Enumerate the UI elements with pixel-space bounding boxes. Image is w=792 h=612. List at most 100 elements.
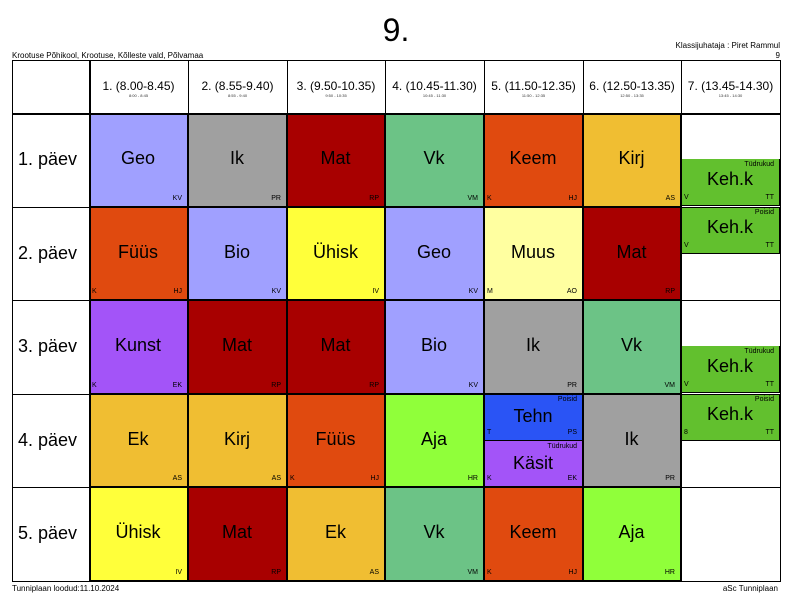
grid-line	[12, 300, 781, 301]
lesson-cell[interactable]: Ek AS	[287, 487, 385, 581]
lesson-subject: Keh.k	[706, 169, 754, 189]
lesson-group: Poisid	[754, 209, 774, 216]
lesson-subject: Kirj	[224, 429, 250, 449]
lesson-teacher: AS	[271, 475, 281, 482]
lesson-room: K	[487, 569, 492, 576]
lesson-cell[interactable]: Ühisk IV	[287, 207, 385, 300]
lesson-cell[interactable]: Füüs K HJ	[287, 394, 385, 487]
lesson-room: V	[684, 194, 689, 201]
lesson-cell[interactable]: Geo KV	[89, 113, 188, 207]
period-label: 5. (11.50-12.35)	[491, 79, 576, 93]
lesson-cell[interactable]: Kirj AS	[188, 394, 287, 487]
lesson-room: K	[290, 475, 295, 482]
grid-line	[12, 113, 781, 115]
class-title: 9.	[382, 12, 410, 48]
lesson-cell[interactable]: Mat RP	[583, 207, 681, 300]
lesson-teacher: TT	[765, 381, 774, 388]
lesson-cell[interactable]: Keh.k Poisid V TT	[681, 207, 780, 254]
day-label: 3. päev	[18, 336, 78, 356]
lesson-teacher: HJ	[568, 195, 577, 202]
lesson-teacher: IV	[175, 569, 182, 576]
lesson-subject: Mat	[221, 522, 252, 542]
period-time: 8:55 - 9:40	[227, 93, 248, 98]
lesson-teacher: KV	[468, 382, 478, 389]
lesson-subject: Vk	[423, 148, 445, 168]
lesson-cell[interactable]: Mat RP	[287, 113, 385, 207]
lesson-cell[interactable]: Geo KV	[385, 207, 484, 300]
lesson-cell[interactable]: Muus M AO	[484, 207, 583, 300]
lesson-subject: Füüs	[117, 242, 159, 262]
lesson-teacher: EK	[567, 475, 577, 482]
lesson-cell[interactable]: Mat RP	[287, 300, 385, 394]
lesson-teacher: TT	[765, 429, 774, 436]
lesson-teacher: AS	[172, 475, 182, 482]
lesson-teacher: RP	[271, 569, 281, 576]
lesson-subject: Aja	[618, 522, 645, 542]
lesson-cell[interactable]: Ik PR	[583, 394, 681, 487]
lesson-room: K	[487, 195, 492, 202]
lesson-cell[interactable]: Keh.k Tüdrukud V TT	[681, 159, 780, 206]
lesson-subject: Bio	[420, 335, 447, 355]
lesson-subject: Keem	[509, 148, 557, 168]
lesson-cell[interactable]: Kirj AS	[583, 113, 681, 207]
lesson-teacher: PR	[567, 382, 577, 389]
period-time: 10:45 - 11:30	[422, 93, 447, 98]
lesson-teacher: AS	[369, 569, 379, 576]
lesson-subject: Ek	[324, 522, 346, 542]
lesson-teacher: KV	[271, 288, 281, 295]
period-header: 1. (8.00-8.45) 8:00 - 8:45	[89, 79, 188, 99]
lesson-cell[interactable]: Ek AS	[89, 394, 188, 487]
period-label: 1. (8.00-8.45)	[102, 79, 175, 93]
lesson-cell[interactable]: Mat RP	[188, 487, 287, 581]
lesson-cell[interactable]: Füüs K HJ	[89, 207, 188, 300]
lesson-cell[interactable]: Mat RP	[188, 300, 287, 394]
lesson-cell[interactable]: Ühisk IV	[89, 487, 188, 581]
period-time: 9:50 - 10:35	[325, 93, 347, 98]
lesson-cell[interactable]: Keem K HJ	[484, 487, 583, 581]
lesson-teacher: PS	[567, 429, 577, 436]
lesson-subject: Keh.k	[706, 404, 754, 424]
lesson-cell[interactable]: Ik PR	[188, 113, 287, 207]
period-time: 12:50 - 13:35	[620, 93, 644, 98]
lesson-cell[interactable]: Vk VM	[583, 300, 681, 394]
grid-line	[188, 60, 189, 582]
lesson-teacher: AS	[665, 195, 675, 202]
lesson-subject: Ik	[229, 148, 244, 168]
lesson-cell[interactable]: Kunst K EK	[89, 300, 188, 394]
lesson-teacher: PR	[665, 475, 675, 482]
lesson-cell[interactable]: Bio KV	[385, 300, 484, 394]
lesson-subject: Mat	[320, 148, 351, 168]
period-label: 2. (8.55-9.40)	[201, 79, 274, 93]
lesson-subject: Keem	[509, 522, 557, 542]
lesson-subject: Käsit	[512, 453, 554, 473]
lesson-teacher: KV	[468, 288, 478, 295]
day-label: 2. päev	[18, 242, 78, 263]
lesson-cell[interactable]: Vk VM	[385, 113, 484, 207]
lesson-subject: Tehn	[513, 406, 553, 426]
lesson-teacher: KV	[172, 195, 182, 202]
lesson-room: V	[684, 381, 689, 388]
lesson-cell[interactable]: Tehn Poisid T PS	[484, 394, 583, 441]
grid-line	[12, 60, 781, 61]
lesson-teacher: HR	[664, 569, 675, 576]
lesson-subject: Kirj	[618, 148, 645, 168]
lesson-cell[interactable]: Keem K HJ	[484, 113, 583, 207]
lesson-cell[interactable]: Bio KV	[188, 207, 287, 300]
lesson-teacher: EK	[172, 382, 182, 389]
lesson-cell[interactable]: Vk VM	[385, 487, 484, 581]
lesson-cell[interactable]: Käsit Tüdrukud K EK	[484, 441, 583, 487]
grid-line	[780, 60, 781, 582]
lesson-subject: Ühisk	[115, 522, 161, 542]
grid-line	[89, 60, 91, 582]
period-header: 2. (8.55-9.40) 8:55 - 9:40	[188, 79, 287, 99]
lesson-subject: Aja	[420, 429, 447, 449]
lesson-cell[interactable]: Keh.k Poisid 8 TT	[681, 394, 780, 441]
lesson-subject: Bio	[223, 242, 250, 262]
lesson-cell[interactable]: Aja HR	[385, 394, 484, 487]
lesson-cell[interactable]: Aja HR	[583, 487, 681, 581]
lesson-cell[interactable]: Keh.k Tüdrukud V TT	[681, 346, 780, 393]
class-teacher: Klassijuhataja : Piret Rammul	[675, 41, 780, 50]
lesson-teacher: HJ	[568, 569, 577, 576]
lesson-cell[interactable]: Ik PR	[484, 300, 583, 394]
lesson-subject: Mat	[221, 335, 252, 355]
